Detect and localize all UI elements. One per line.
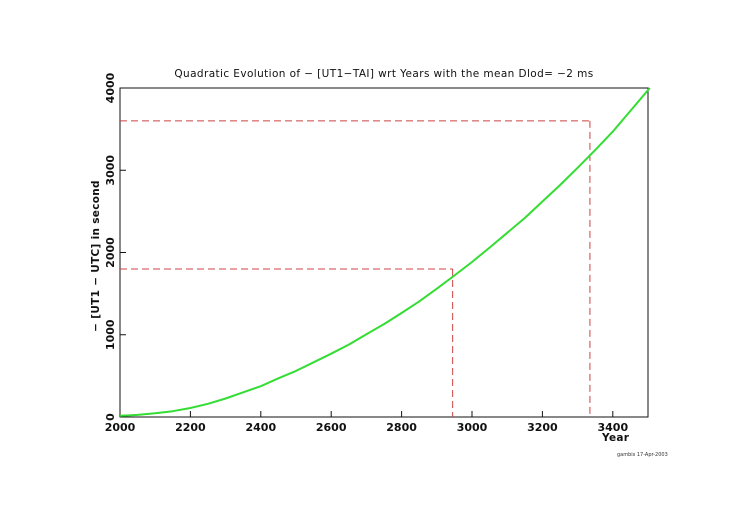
x-tick-label: 2800	[386, 421, 417, 434]
x-tick-label: 2000	[105, 421, 136, 434]
footer-credit: gambis 17-Apr-2003	[617, 452, 668, 458]
x-axis-label: Year	[601, 432, 630, 444]
series-line	[119, 87, 651, 417]
y-tick-label: 3000	[104, 155, 117, 186]
y-tick-label: 2000	[104, 237, 117, 268]
x-axis: 2000 2200 2400 2600 2800 3000 3200 3400	[105, 411, 628, 434]
y-tick-label: 1000	[104, 319, 117, 350]
x-tick-label: 3200	[527, 421, 558, 434]
y-tick-label: 4000	[104, 72, 117, 103]
chart-title: Quadratic Evolution of − [UT1−TAI] wrt Y…	[174, 68, 593, 80]
x-tick-label: 2200	[175, 421, 206, 434]
x-tick-label: 3400	[597, 421, 628, 434]
x-tick-label: 2600	[316, 421, 347, 434]
plot-frame	[119, 87, 649, 418]
series-group	[119, 87, 651, 417]
x-tick-label: 3000	[457, 421, 488, 434]
y-tick-label: 0	[104, 413, 117, 421]
x-tick-label: 2400	[245, 421, 276, 434]
y-axis: 0 1000 2000 3000 4000	[104, 72, 126, 421]
y-axis-label: − [UT1 − UTC] in second	[90, 180, 102, 332]
reference-lines	[120, 120, 591, 417]
